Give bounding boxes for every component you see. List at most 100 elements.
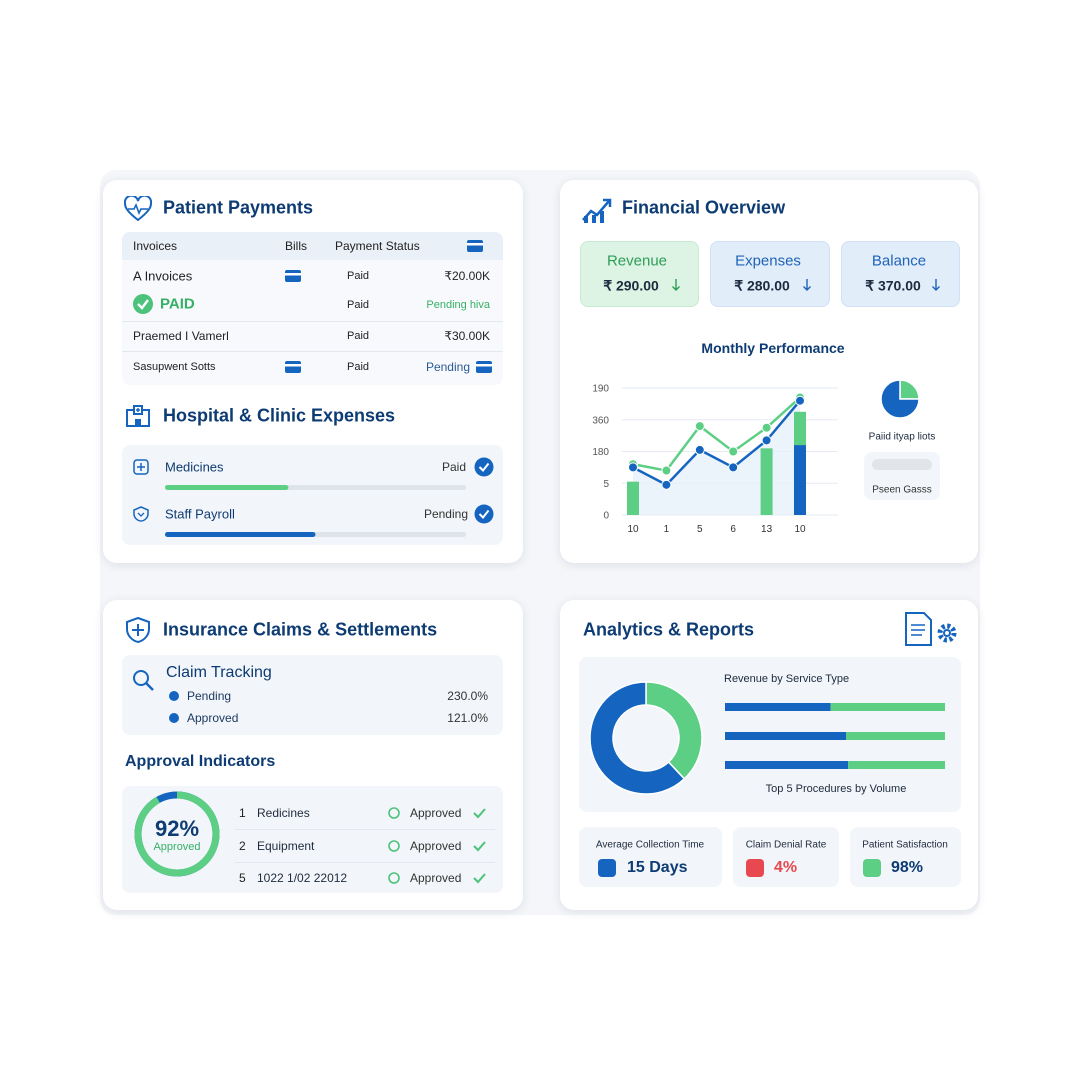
bar-segment	[830, 703, 945, 711]
expense-status: Paid	[441, 460, 466, 474]
card-icon	[476, 361, 492, 373]
claim-value: 230.0%	[447, 689, 488, 703]
point	[628, 462, 638, 473]
status-dot	[169, 691, 179, 701]
summary-label: Revenue	[606, 252, 668, 270]
kpi-label: Average Collection Time	[595, 839, 705, 851]
approval-status: Approved	[410, 839, 462, 853]
invoice-name: Praemed I Vamerl	[133, 329, 229, 343]
gauge-arc	[134, 791, 220, 877]
card-icon	[285, 270, 301, 282]
point	[728, 446, 739, 457]
expense-label: Staff Payroll	[165, 506, 235, 522]
gauge-label: Approved	[153, 841, 201, 853]
down-arrow	[803, 279, 811, 291]
pie-label: Paiid ityap liots	[868, 431, 936, 443]
y-tick-label: 360	[592, 415, 609, 426]
bar	[627, 481, 639, 515]
row-divider	[235, 862, 495, 863]
summary-label: Balance	[871, 252, 927, 270]
bar-segment	[725, 761, 849, 769]
bar	[794, 445, 806, 515]
claim-label: Pending	[187, 689, 232, 703]
shield-icon	[126, 617, 150, 643]
pie-slice	[645, 681, 703, 780]
y-tick-label: 0	[603, 511, 609, 522]
card-title: Hospital & Clinic Expenses	[163, 405, 396, 426]
row-number: 5	[239, 871, 246, 885]
check-icon	[474, 504, 494, 524]
down-arrow	[672, 279, 680, 291]
bar-segment	[725, 732, 846, 740]
row-label: 1022 1/02 22012	[257, 871, 348, 885]
kpi-swatch	[746, 859, 764, 877]
kpi-label: Claim Denial Rate	[745, 839, 827, 851]
summary-value: ₹ 370.00	[865, 277, 921, 294]
progress-fill	[165, 532, 316, 537]
kpi-label: Patient Satisfaction	[862, 839, 948, 851]
x-tick-label: 6	[730, 524, 736, 535]
row-number: 2	[239, 839, 246, 853]
card-title: Financial Overview	[622, 197, 786, 218]
balance-card	[841, 241, 960, 307]
chart-caption: Top 5 Procedures by Volume	[765, 783, 907, 795]
revenue-card	[580, 241, 699, 307]
row-label: Redicines	[257, 806, 310, 820]
kpi-card	[850, 827, 961, 887]
legend-pill	[872, 459, 932, 470]
point	[694, 444, 705, 455]
summary-value: ₹ 290.00	[603, 277, 659, 294]
expenses-card	[710, 241, 830, 307]
bar-segment	[725, 703, 831, 711]
point	[761, 435, 772, 446]
invoice-name: Sasupwent Sotts	[133, 361, 216, 373]
approval-icons	[388, 807, 486, 884]
kpi-value: 98%	[891, 859, 924, 876]
payment-status: Paid	[347, 299, 370, 311]
heart-icon	[124, 196, 152, 222]
kpi-swatch	[598, 859, 616, 877]
bar	[760, 448, 773, 515]
bar-segment	[848, 761, 945, 769]
y-tick-label: 5	[603, 479, 609, 490]
claim-label: Approved	[187, 711, 239, 725]
approval-status: Approved	[410, 871, 462, 885]
line	[632, 396, 801, 472]
hospital-icon	[126, 405, 150, 427]
payment-amount: ₹20.00K	[444, 269, 490, 283]
expense-label: Medicines	[165, 459, 224, 475]
point	[795, 395, 805, 406]
y-tick-label: 180	[592, 447, 609, 458]
y-tick-label: 190	[592, 384, 609, 395]
line	[632, 399, 801, 487]
search-icon	[133, 670, 154, 691]
growth-icon	[582, 198, 612, 223]
claim-tracking-box	[122, 655, 503, 735]
approval-status: Approved	[410, 806, 462, 820]
kpi-value: 4%	[774, 859, 798, 876]
expenses-box	[122, 445, 503, 545]
kpi-value: 15 Days	[627, 859, 688, 876]
point	[761, 422, 772, 433]
kpi-card	[733, 827, 839, 887]
section-title: Claim Tracking	[166, 664, 272, 681]
point	[661, 465, 672, 476]
x-tick-label: 10	[627, 524, 639, 535]
pie-slice	[880, 379, 920, 419]
payment-status: Paid	[347, 361, 370, 373]
card-title: Patient Payments	[163, 197, 314, 218]
payment-status: Paid	[347, 330, 370, 342]
card-icon	[285, 361, 301, 373]
progress-fill	[165, 485, 289, 490]
invoice-name: A Invoices	[133, 268, 193, 284]
row-number: 1	[239, 806, 246, 820]
shield-icon	[133, 506, 149, 522]
payment-amount: Pending	[425, 360, 470, 374]
point	[728, 462, 739, 473]
chart-title: Revenue by Service Type	[724, 673, 850, 685]
expense-status: Pending	[423, 507, 468, 521]
x-tick-label: 5	[697, 524, 703, 535]
pie-legend: Pseen Gasss	[872, 484, 932, 496]
report-icon	[905, 612, 957, 646]
